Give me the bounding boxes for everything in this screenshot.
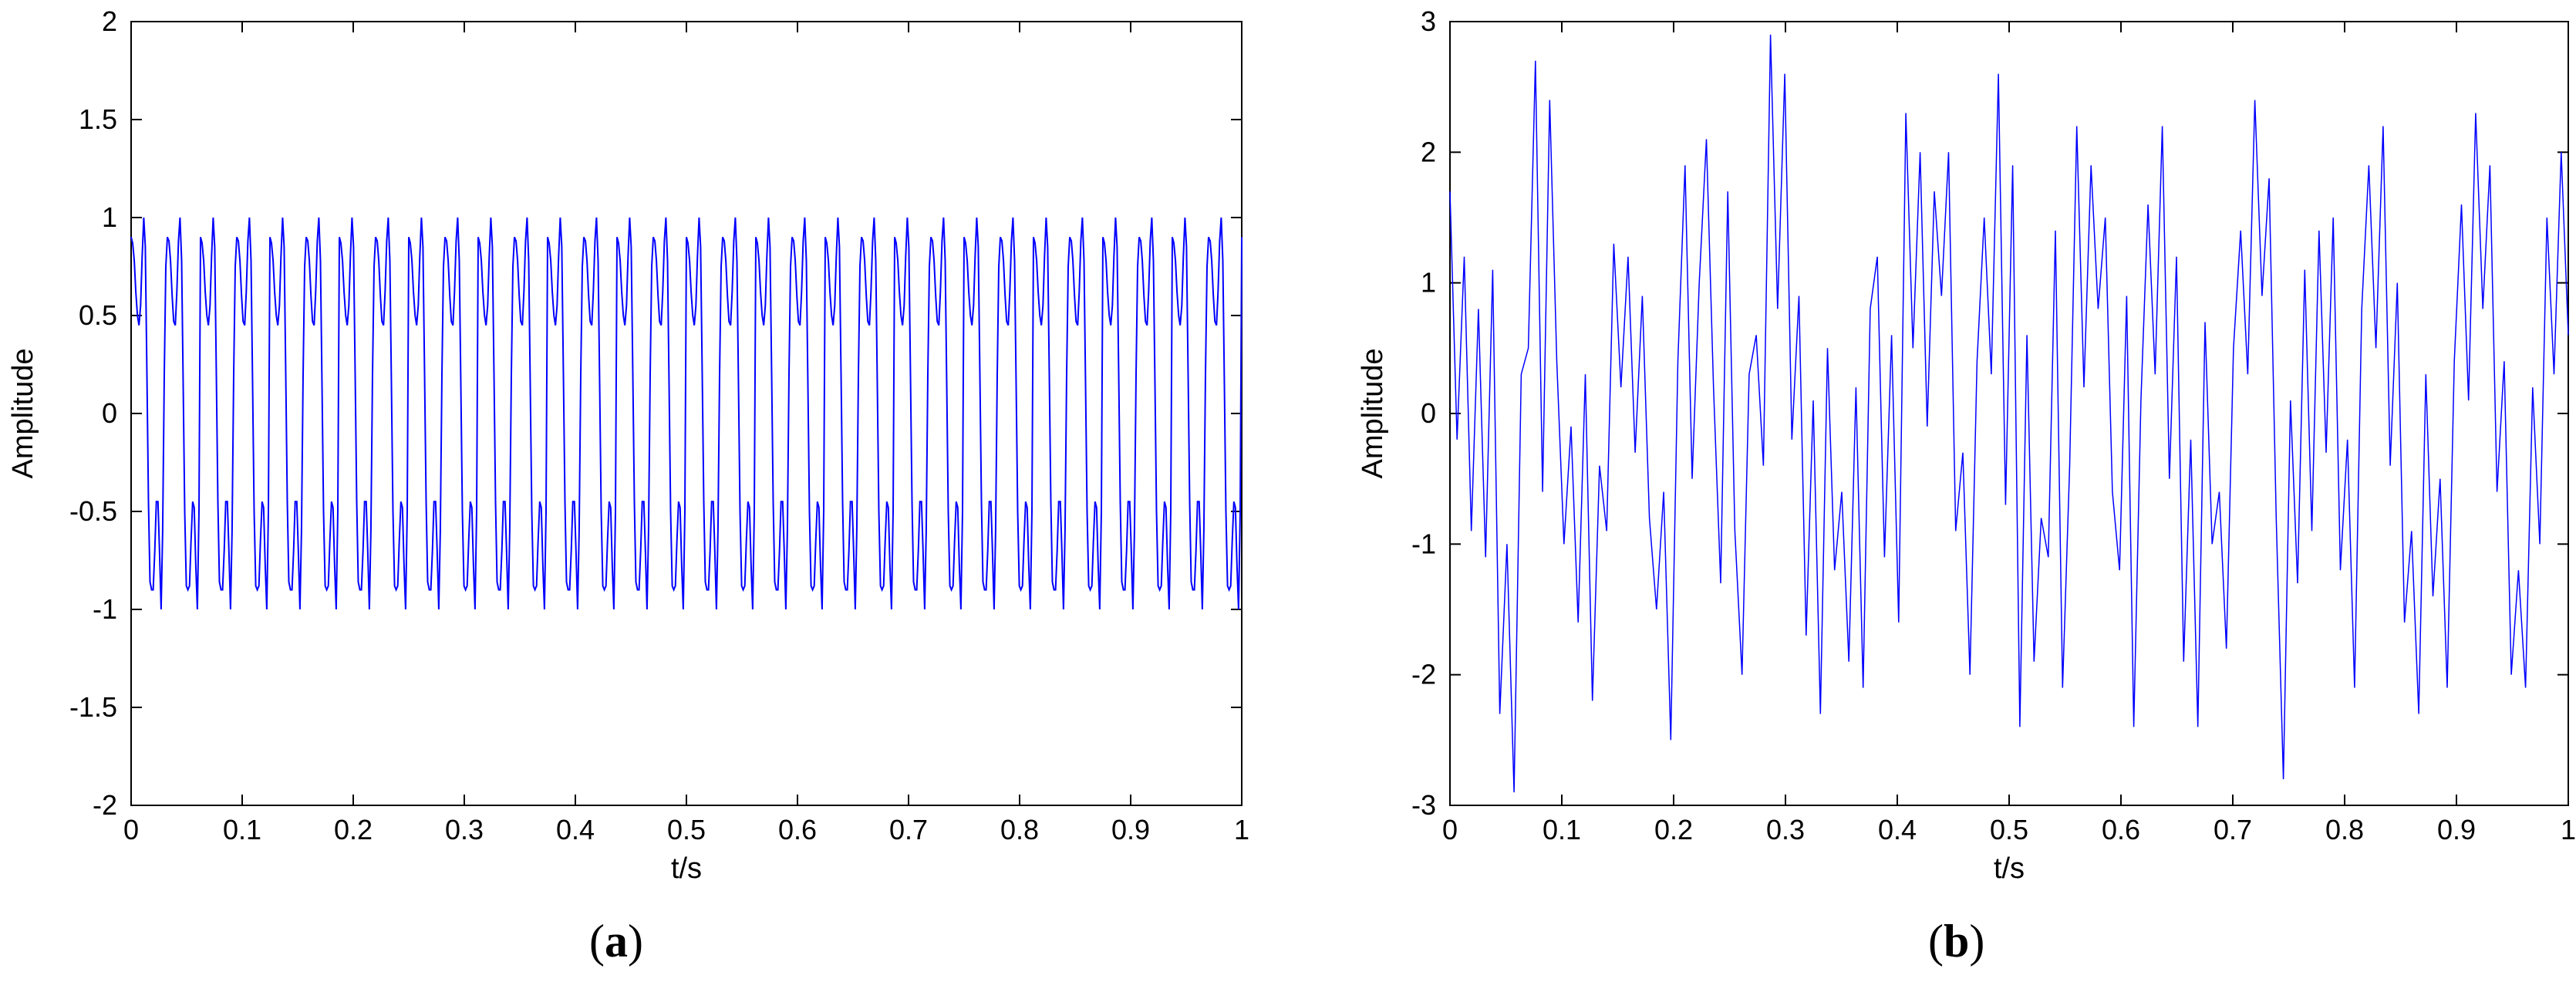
x-tick-label: 0.4 xyxy=(1878,814,1917,845)
y-tick-label: -1 xyxy=(1411,528,1436,559)
x-tick-label: 0.2 xyxy=(1654,814,1693,845)
caption-letter: b xyxy=(1944,916,1969,967)
x-tick-label: 0 xyxy=(123,814,139,845)
x-tick-label: 0.5 xyxy=(667,814,706,845)
y-tick-label: -1 xyxy=(93,593,117,625)
y-tick-label: 2 xyxy=(1421,136,1436,167)
y-tick-label: 0 xyxy=(1421,397,1436,429)
y-tick-label: 1.5 xyxy=(79,103,117,135)
x-tick-label: 0.7 xyxy=(2214,814,2252,845)
x-tick-label: 0 xyxy=(1442,814,1458,845)
y-tick-label: 0.5 xyxy=(79,299,117,331)
x-tick-label: 0.8 xyxy=(1000,814,1039,845)
x-axis-label: t/s xyxy=(1994,852,2025,885)
panel-b: 0 0.1 0.2 0.3 0.4 0.5 0.6 0.7 0.8 0.9 1 -3 -2 -1 0 1 2 3… xyxy=(1357,5,2576,967)
y-tick-label: -2 xyxy=(93,789,117,821)
x-tick-labels: 0 0.1 0.2 0.3 0.4 0.5 0.6 0.7 0.8 0.9 1 xyxy=(1442,814,2576,845)
y-tick-label: 3 xyxy=(1421,5,1436,37)
x-tick-label: 0.7 xyxy=(889,814,928,845)
x-tick-label: 1 xyxy=(1234,814,1249,845)
tick-marks xyxy=(1449,21,2569,806)
signal-line xyxy=(130,217,1242,610)
y-tick-label: -0.5 xyxy=(69,495,117,527)
tick-marks xyxy=(130,21,1242,806)
x-tick-label: 0.4 xyxy=(556,814,595,845)
panel-caption: (b) xyxy=(1928,916,1984,967)
x-tick-label: 0.1 xyxy=(223,814,261,845)
y-tick-label: 1 xyxy=(102,201,117,233)
y-tick-label: -2 xyxy=(1411,659,1436,690)
caption-close: ) xyxy=(1969,916,1984,967)
x-axis-label: t/s xyxy=(671,852,702,885)
caption-letter: a xyxy=(605,916,628,967)
x-tick-label: 0.3 xyxy=(1766,814,1805,845)
panel-caption: (a) xyxy=(589,916,643,967)
x-tick-label: 0.9 xyxy=(1111,814,1150,845)
x-tick-label: 0.1 xyxy=(1543,814,1581,845)
x-tick-label: 0.3 xyxy=(445,814,484,845)
y-tick-labels: -2 -1.5 -1 -0.5 0 0.5 1 1.5 2 xyxy=(69,5,117,821)
x-tick-label: 1 xyxy=(2561,814,2576,845)
plot-frame xyxy=(130,21,1242,806)
y-axis-label: Amplitude xyxy=(7,349,39,479)
caption-open: ( xyxy=(1928,916,1944,967)
y-tick-label: 2 xyxy=(102,5,117,37)
y-tick-labels: -3 -2 -1 0 1 2 3 xyxy=(1411,5,1436,821)
y-tick-label: 0 xyxy=(102,397,117,429)
x-tick-labels: 0 0.1 0.2 0.3 0.4 0.5 0.6 0.7 0.8 0.9 1 xyxy=(123,814,1249,845)
x-tick-label: 0.8 xyxy=(2325,814,2364,845)
x-tick-label: 0.6 xyxy=(778,814,817,845)
y-tick-label: -1.5 xyxy=(69,691,117,723)
y-tick-label: -3 xyxy=(1411,789,1436,821)
y-tick-label: 1 xyxy=(1421,267,1436,299)
caption-open: ( xyxy=(589,916,605,967)
caption-close: ) xyxy=(628,916,643,967)
y-axis-label: Amplitude xyxy=(1357,349,1389,479)
x-tick-label: 0.5 xyxy=(1990,814,2028,845)
panel-a: 0 0.1 0.2 0.3 0.4 0.5 0.6 0.7 0.8 0.9 1 -2 -1.5 -1 -0… xyxy=(7,5,1249,967)
x-tick-label: 0.6 xyxy=(2102,814,2140,845)
signal-line xyxy=(1449,34,2569,793)
x-tick-label: 0.2 xyxy=(334,814,373,845)
x-tick-label: 0.9 xyxy=(2437,814,2476,845)
